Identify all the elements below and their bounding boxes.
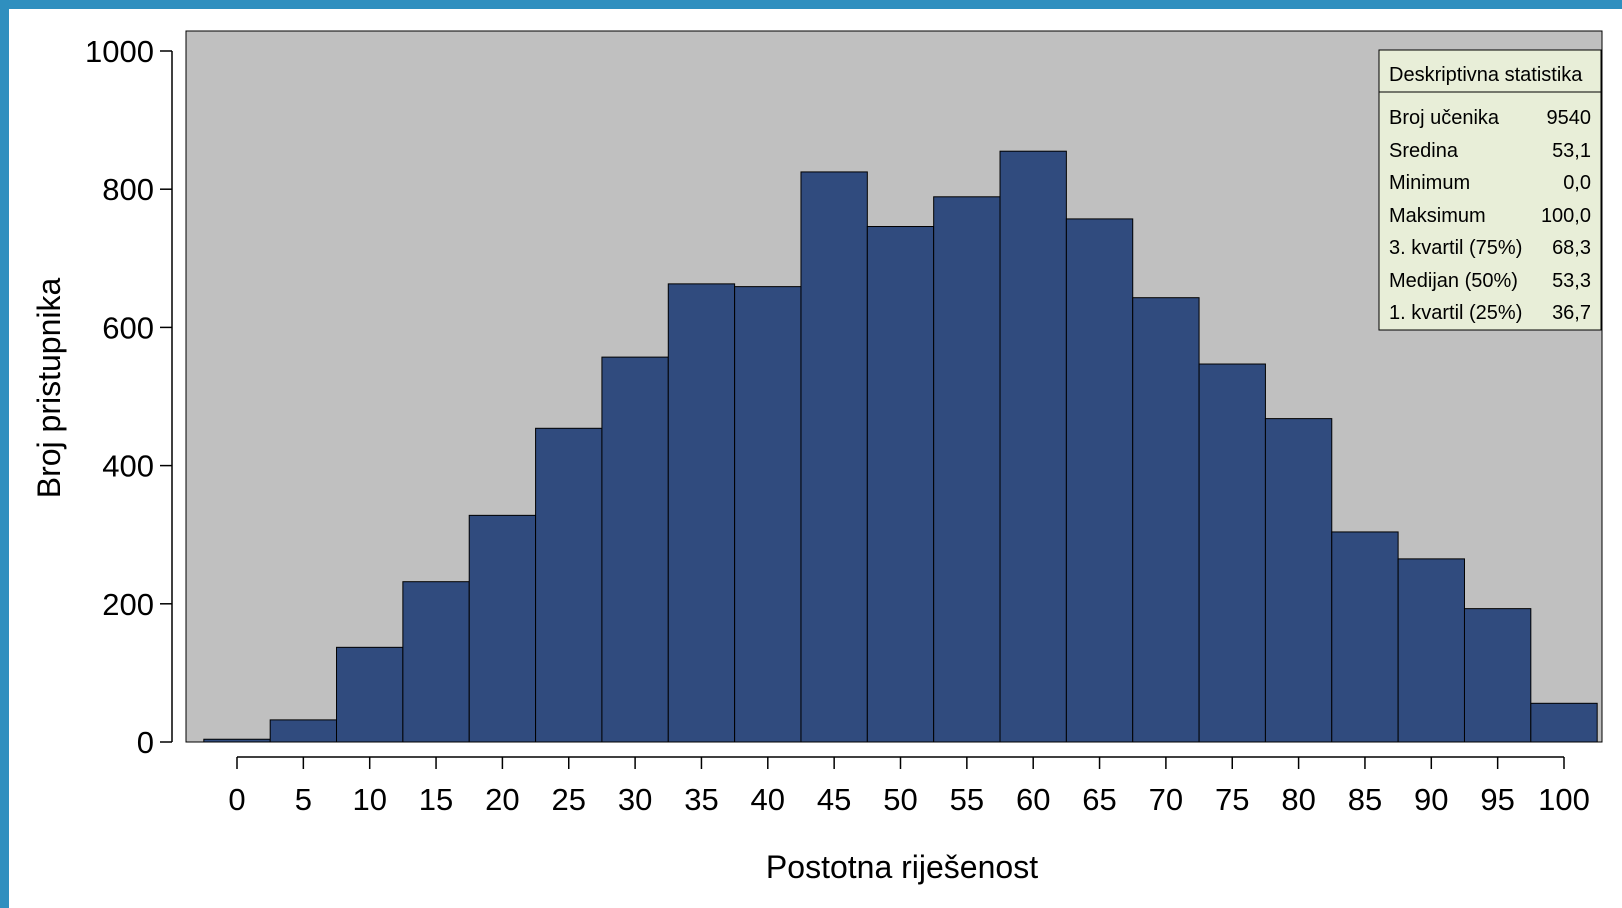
x-tick-label-5: 5 <box>295 782 312 817</box>
bar-35 <box>667 283 736 743</box>
stats-value-count: 9540 <box>1547 107 1592 129</box>
x-tick-label-75: 75 <box>1215 782 1249 817</box>
x-tick-label-70: 70 <box>1149 782 1183 817</box>
x-tick-label-30: 30 <box>618 782 652 817</box>
stats-label-maximum: Maksimum <box>1389 205 1486 227</box>
stats-value-mean: 53,1 <box>1552 140 1591 162</box>
bar-15 <box>402 581 470 743</box>
y-axis-title: Broj pristupnika <box>31 278 67 499</box>
x-tick-label-100: 100 <box>1538 782 1590 817</box>
bar-70 <box>1132 297 1200 743</box>
bar-10 <box>336 646 404 743</box>
x-tick-label-15: 15 <box>419 782 453 817</box>
y-tick-label-800: 800 <box>102 172 154 207</box>
bar-45 <box>800 171 868 743</box>
stats-label-minimum: Minimum <box>1389 172 1470 194</box>
stats-box-background <box>1378 49 1602 331</box>
stats-label-median: Medijan (50%) <box>1389 270 1518 292</box>
x-tick-label-90: 90 <box>1414 782 1448 817</box>
x-tick-label-45: 45 <box>817 782 851 817</box>
y-tick-label-1000: 1000 <box>85 34 154 69</box>
stats-value-q3: 68,3 <box>1552 237 1591 259</box>
bar-40 <box>734 286 802 743</box>
x-tick-label-40: 40 <box>751 782 785 817</box>
x-tick-label-55: 55 <box>950 782 984 817</box>
y-axis: 0 200 400 600 800 1000 <box>85 34 173 760</box>
stats-label-q3: 3. kvartil (75%) <box>1389 237 1522 259</box>
x-axis-title: Postotna riješenost <box>766 849 1038 885</box>
bar-85 <box>1331 531 1399 743</box>
x-tick-label-95: 95 <box>1480 782 1514 817</box>
bar-5 <box>269 719 338 743</box>
bar-20 <box>468 514 537 743</box>
bar-50 <box>866 226 935 743</box>
bar-95 <box>1463 608 1532 743</box>
stats-label-q1: 1. kvartil (25%) <box>1389 302 1522 324</box>
bar-25 <box>535 427 603 743</box>
x-tick-label-50: 50 <box>883 782 917 817</box>
bar-60 <box>999 150 1067 743</box>
x-tick-label-85: 85 <box>1348 782 1382 817</box>
x-tick-label-20: 20 <box>485 782 519 817</box>
bars-group <box>203 150 1598 743</box>
bar-80 <box>1264 418 1333 743</box>
stats-value-maximum: 100,0 <box>1541 205 1591 227</box>
y-tick-label-0: 0 <box>137 725 154 760</box>
bar-75 <box>1198 363 1266 743</box>
bar-65 <box>1065 218 1134 743</box>
x-tick-label-60: 60 <box>1016 782 1050 817</box>
bar-90 <box>1397 558 1465 743</box>
y-tick-label-400: 400 <box>102 449 154 484</box>
bar-100 <box>1530 702 1598 743</box>
x-tick-label-10: 10 <box>352 782 386 817</box>
x-tick-label-35: 35 <box>684 782 718 817</box>
x-tick-label-0: 0 <box>228 782 245 817</box>
stats-label-count: Broj učenika <box>1389 107 1500 129</box>
stats-label-mean: Sredina <box>1389 140 1459 162</box>
stats-value-median: 53,3 <box>1552 270 1591 292</box>
x-tick-label-25: 25 <box>552 782 586 817</box>
x-tick-label-80: 80 <box>1281 782 1315 817</box>
x-tick-label-65: 65 <box>1082 782 1116 817</box>
bar-30 <box>601 356 669 743</box>
x-axis: 0 5 10 15 20 25 30 35 40 45 50 55 60 65 70 75 80 85 90 95 10… <box>228 756 1590 817</box>
stats-value-q1: 36,7 <box>1552 302 1591 324</box>
stats-value-minimum: 0,0 <box>1563 172 1591 194</box>
bar-0 <box>203 738 271 743</box>
y-tick-label-200: 200 <box>102 587 154 622</box>
stats-box-title: Deskriptivna statistika <box>1389 64 1583 86</box>
bar-55 <box>933 196 1001 743</box>
descriptive-statistics-box: Deskriptivna statistika Broj učenika 954… <box>1378 49 1602 331</box>
y-tick-label-600: 600 <box>102 310 154 345</box>
